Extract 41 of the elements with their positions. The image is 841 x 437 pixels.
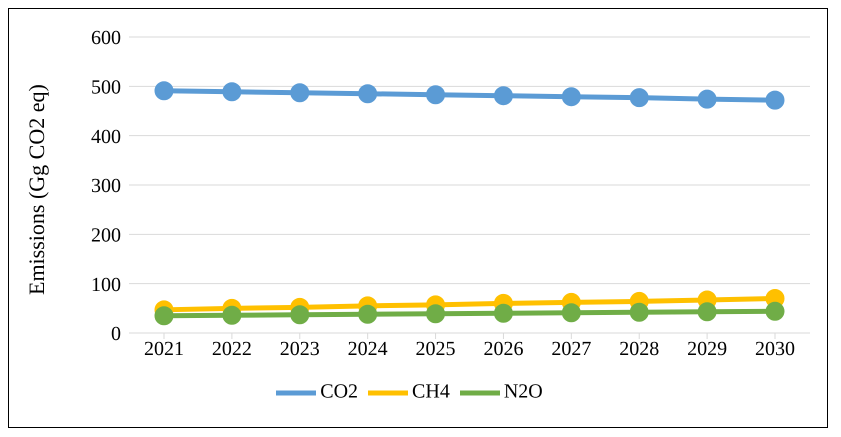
point <box>426 304 446 324</box>
y-axis-title: Emissions (Gg CO2 eq) <box>24 84 49 295</box>
legend-label: CO2 <box>320 380 358 403</box>
point <box>154 306 174 326</box>
x-tick-label: 2030 <box>755 338 795 360</box>
y-tick-label: 500 <box>91 76 121 98</box>
x-tick-label: 2027 <box>551 338 592 360</box>
point <box>290 83 310 102</box>
point <box>358 84 378 104</box>
x-tick-label: 2021 <box>144 338 184 360</box>
point <box>630 302 649 322</box>
y-tick-label: 0 <box>111 323 121 346</box>
point <box>494 86 513 106</box>
x-tick-label: 2022 <box>212 338 252 360</box>
point <box>222 306 242 325</box>
y-tick-label: 600 <box>91 27 121 50</box>
point <box>698 302 717 322</box>
point <box>766 302 784 321</box>
x-tick-label: 2026 <box>483 338 524 360</box>
point <box>358 304 378 324</box>
point <box>562 303 581 322</box>
legend-label: CH4 <box>412 380 450 403</box>
x-tick-label: 2029 <box>687 338 728 360</box>
x-tick-label: 2025 <box>416 338 456 360</box>
y-tick-label: 400 <box>91 126 121 148</box>
point <box>494 304 513 323</box>
point <box>290 305 310 324</box>
legend-label: N2O <box>504 380 543 403</box>
x-tick-label: 2028 <box>619 338 660 360</box>
point <box>426 85 446 104</box>
point <box>630 88 649 108</box>
point <box>154 81 174 100</box>
point <box>222 82 242 102</box>
point <box>698 90 717 109</box>
point <box>562 87 581 106</box>
x-tick-label: 2024 <box>348 338 388 360</box>
y-tick-label: 200 <box>91 224 121 246</box>
point <box>766 90 784 110</box>
x-tick-label: 2023 <box>280 338 320 360</box>
y-tick-label: 100 <box>91 274 121 296</box>
y-tick-label: 300 <box>91 175 121 198</box>
